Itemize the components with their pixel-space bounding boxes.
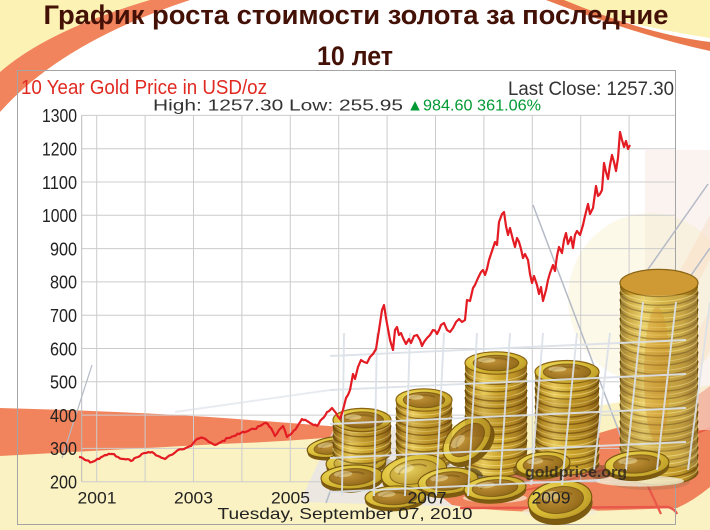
svg-text:График роста стоимости золота: График роста стоимости золота за последн… xyxy=(44,0,669,30)
svg-text:2009: 2009 xyxy=(532,489,571,508)
svg-text:200: 200 xyxy=(50,473,77,493)
svg-text:Last Close: 1257.30: Last Close: 1257.30 xyxy=(508,79,674,100)
svg-text:2005: 2005 xyxy=(271,489,310,508)
svg-text:2003: 2003 xyxy=(174,489,213,508)
svg-text:▲984.60 361.06%: ▲984.60 361.06% xyxy=(407,98,541,115)
svg-text:1300: 1300 xyxy=(42,106,77,126)
svg-text:1000: 1000 xyxy=(42,206,77,226)
svg-text:1200: 1200 xyxy=(42,140,77,160)
svg-text:10 Year Gold Price in USD/oz: 10 Year Gold Price in USD/oz xyxy=(21,77,267,99)
svg-text:10 лет: 10 лет xyxy=(317,41,393,71)
svg-text:1100: 1100 xyxy=(42,173,77,193)
svg-text:Tuesday, September 07, 2010: Tuesday, September 07, 2010 xyxy=(218,506,473,523)
svg-text:2007: 2007 xyxy=(408,489,447,508)
svg-text:900: 900 xyxy=(50,239,77,259)
svg-text:600: 600 xyxy=(50,339,77,359)
svg-text:400: 400 xyxy=(50,406,77,426)
svg-text:500: 500 xyxy=(50,373,77,393)
svg-text:300: 300 xyxy=(50,439,77,459)
svg-text:High: 1257.30 Low: 255.95: High: 1257.30 Low: 255.95 xyxy=(153,98,403,115)
svg-text:700: 700 xyxy=(50,306,77,326)
svg-text:2001: 2001 xyxy=(78,489,117,508)
svg-text:goldprice.org: goldprice.org xyxy=(525,464,627,481)
svg-text:800: 800 xyxy=(50,273,77,293)
